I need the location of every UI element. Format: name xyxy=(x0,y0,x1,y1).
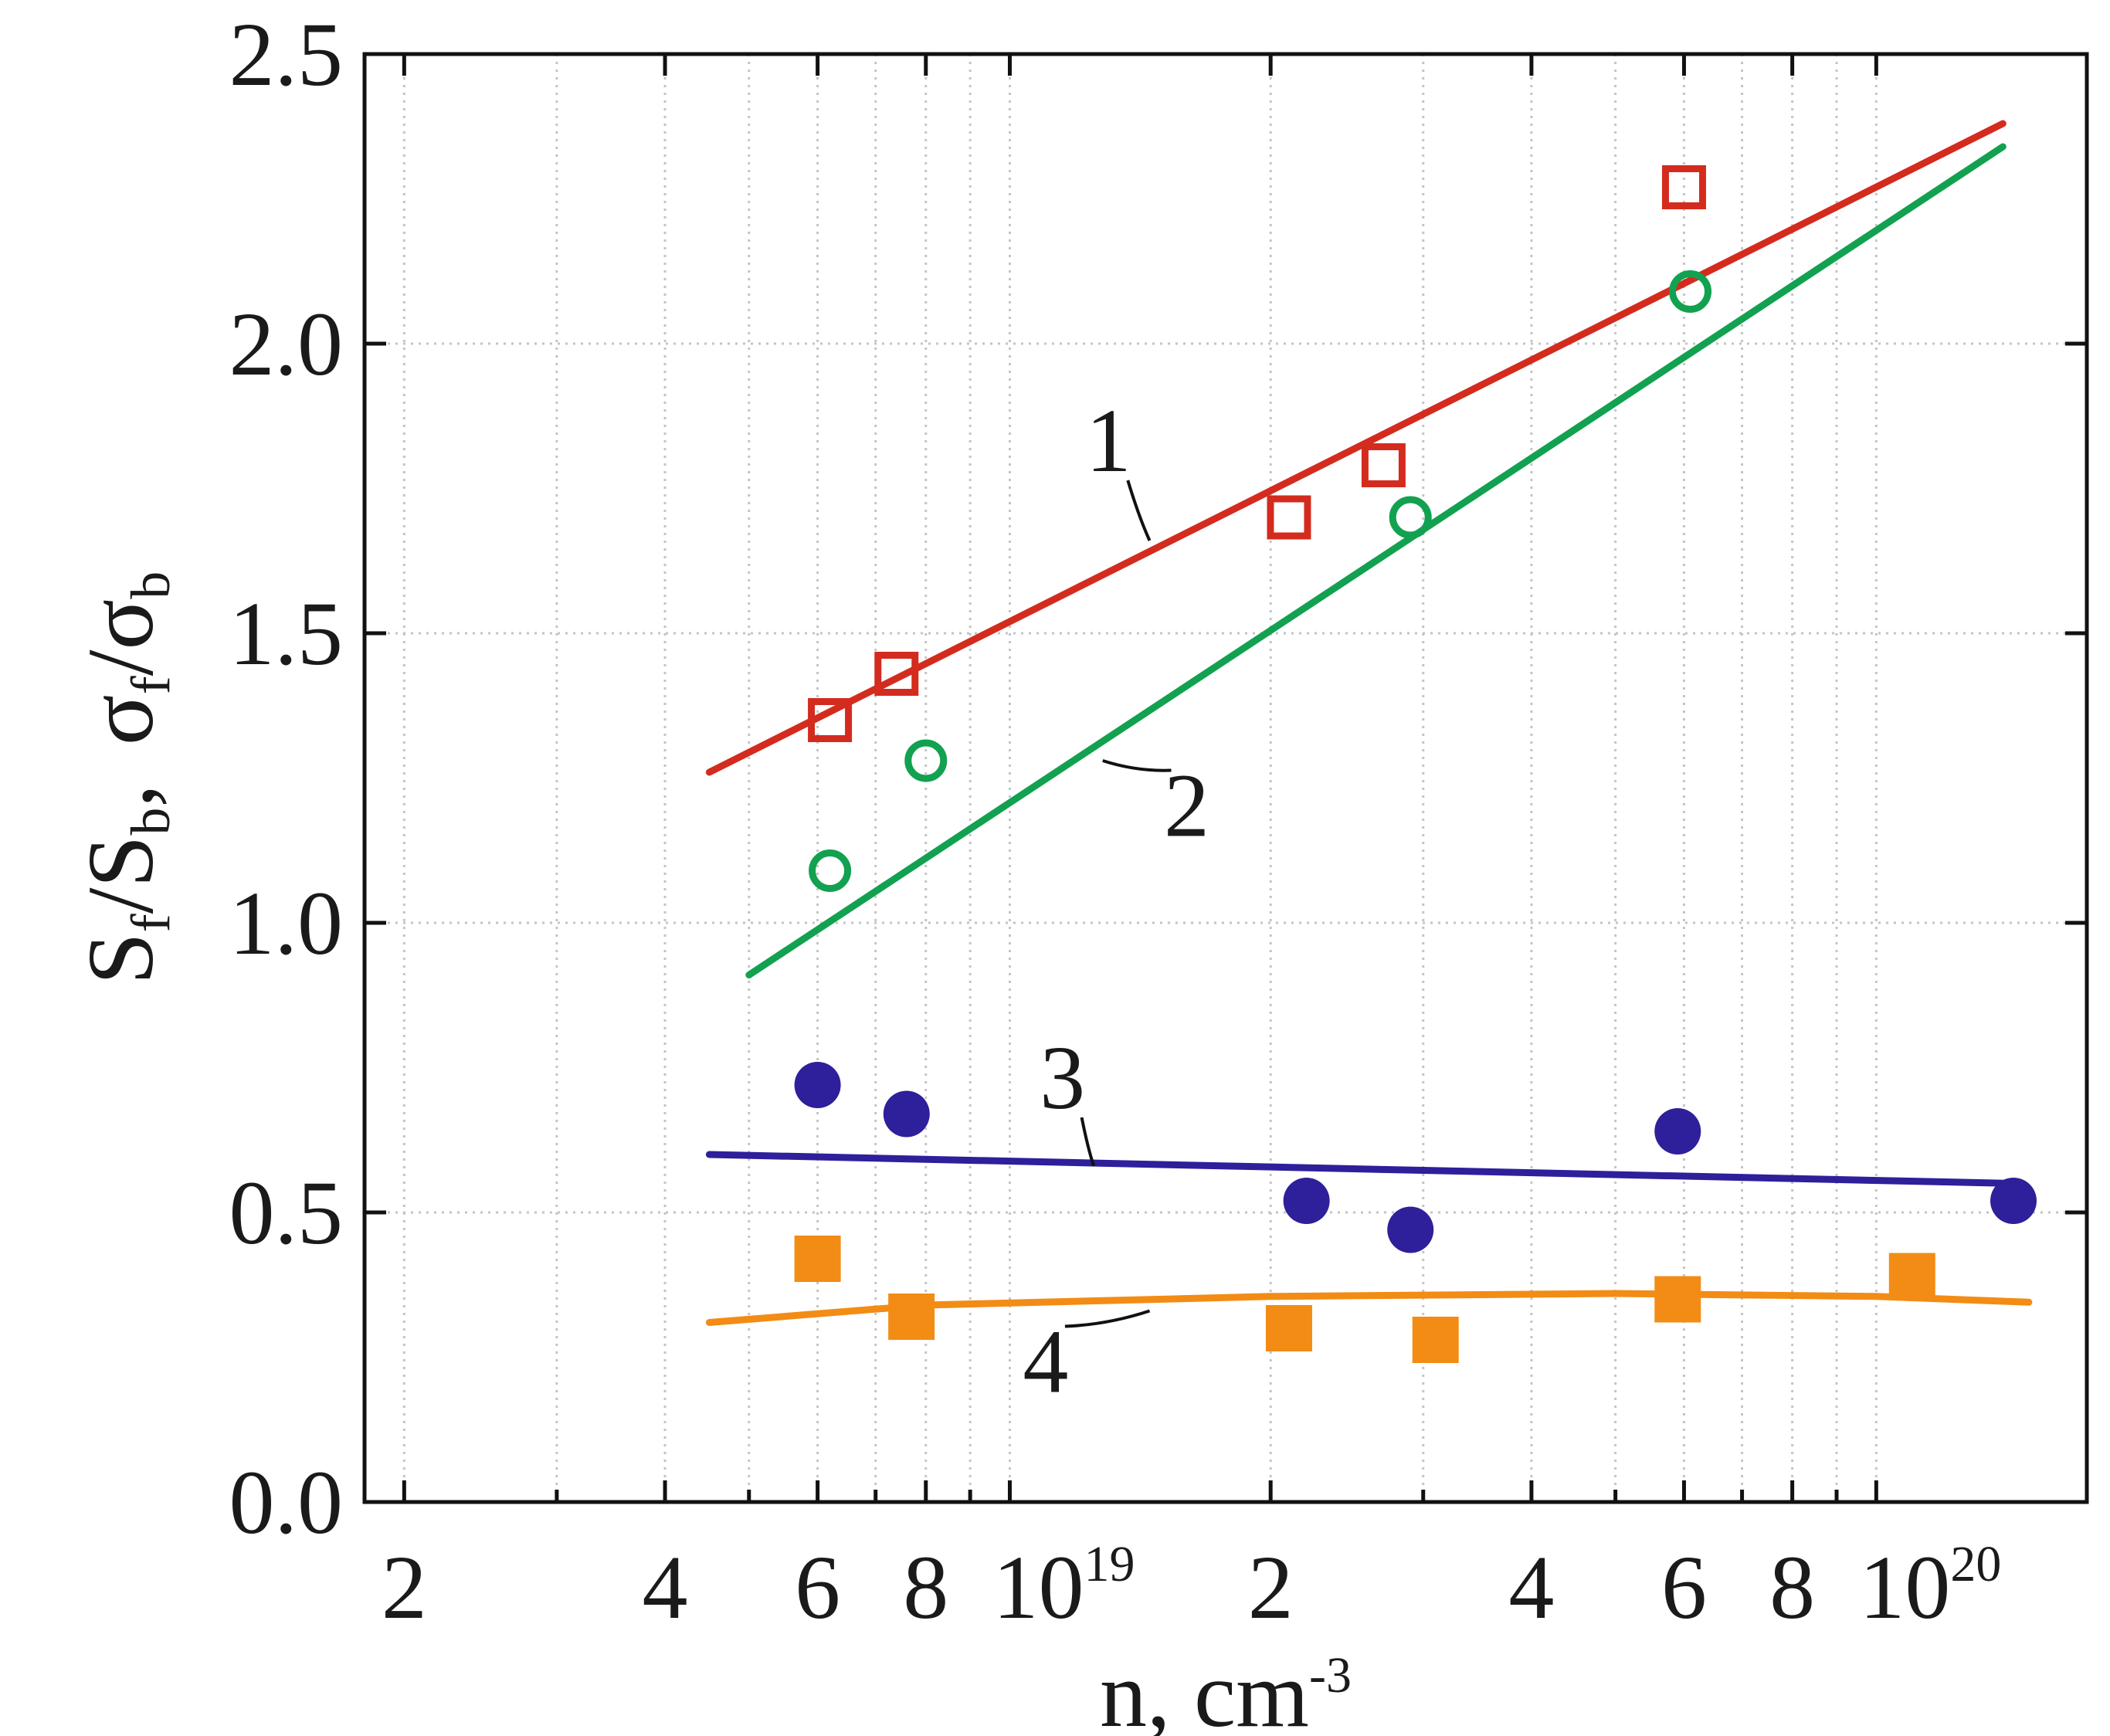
label-leaders xyxy=(1064,480,1172,1328)
y-title-s: S xyxy=(69,932,173,985)
point-series-1 xyxy=(808,698,853,742)
x-tick-label: 8 xyxy=(1769,1537,1815,1638)
point-series-4 xyxy=(1412,1317,1459,1363)
curve-labels: 1 2 3 4 xyxy=(1023,390,1209,1412)
x-tick-label-base: 10 xyxy=(992,1537,1084,1638)
x-tick-label: 6 xyxy=(1661,1537,1707,1638)
leader-line-1 xyxy=(1126,480,1152,541)
x-tick-label: 1020 xyxy=(1859,1536,2001,1638)
x-tick-label-exponent: 20 xyxy=(1950,1536,2001,1592)
y-title-comma: , xyxy=(69,784,173,808)
y-title-sigma-sub: f xyxy=(120,676,181,694)
point-series-3 xyxy=(1654,1108,1701,1155)
y-tick-label: 0.0 xyxy=(229,1452,344,1553)
point-series-2 xyxy=(904,739,948,782)
point-series-1 xyxy=(1361,443,1406,487)
y-tick-label: 0.5 xyxy=(229,1162,344,1263)
plot-frame xyxy=(362,52,2089,1504)
point-series-1 xyxy=(1267,495,1311,540)
y-title-s-sub: f xyxy=(120,914,181,932)
x-tick-label: 4 xyxy=(643,1537,688,1638)
point-series-2 xyxy=(1389,496,1432,539)
grid-layer xyxy=(365,54,2087,1502)
x-tick-label: 8 xyxy=(903,1537,948,1638)
y-title-s-sub2: b xyxy=(120,808,181,836)
y-tick-label: 1.5 xyxy=(229,583,344,684)
x-tick-label: 2 xyxy=(1248,1537,1294,1638)
leader-line-3 xyxy=(1080,1117,1096,1167)
y-title-sigma: σ xyxy=(69,694,173,745)
leader-line-2 xyxy=(1102,759,1172,772)
y-tick-label: 2.0 xyxy=(229,293,344,395)
y-tick-label: 2.5 xyxy=(229,4,344,105)
point-series-1 xyxy=(1661,165,1706,209)
x-tick-label-exponent: 19 xyxy=(1084,1536,1135,1592)
point-series-4 xyxy=(1654,1276,1701,1323)
axis-ticks xyxy=(365,52,2087,1504)
y-title-slash2: /σ xyxy=(69,599,173,676)
data-points xyxy=(794,165,2037,1363)
x-axis-title-base: n, cm xyxy=(1100,1643,1309,1736)
point-series-2 xyxy=(809,849,852,892)
fit-lines xyxy=(705,120,2033,1326)
curve-label-1: 1 xyxy=(1086,390,1131,491)
fit-line-series-1 xyxy=(705,120,2007,776)
point-series-4 xyxy=(794,1236,841,1282)
tick-labels: 0.00.51.01.52.02.52 4 6 8 1019 2 4 6 8 1020 xyxy=(229,4,2002,1638)
curve-label-2: 2 xyxy=(1164,755,1209,856)
curve-label-3: 3 xyxy=(1040,1027,1085,1128)
point-series-3 xyxy=(794,1062,841,1108)
x-tick-label: 1019 xyxy=(992,1536,1135,1638)
x-tick-label-base: 10 xyxy=(1859,1537,1950,1638)
y-axis-title: Sf/Sb,σf/σb xyxy=(69,571,181,985)
y-tick-label: 1.0 xyxy=(229,873,344,974)
x-tick-label: 4 xyxy=(1508,1537,1554,1638)
fit-line-series-3 xyxy=(705,1151,2017,1187)
point-series-2 xyxy=(1669,270,1712,313)
x-tick-label: 6 xyxy=(795,1537,840,1638)
x-tick-label: 2 xyxy=(382,1537,427,1638)
x-axis-title: n, cm-3 xyxy=(1100,1643,1352,1736)
leader-line-4 xyxy=(1064,1309,1151,1328)
y-title-slash1: /S xyxy=(69,836,173,914)
curve-label-4: 4 xyxy=(1023,1311,1068,1412)
point-series-4 xyxy=(1265,1305,1312,1351)
point-series-4 xyxy=(888,1294,935,1340)
point-series-3 xyxy=(1990,1178,2037,1224)
point-series-1 xyxy=(874,652,919,696)
fit-line-series-2 xyxy=(745,143,2007,978)
y-title-sigma-sub2: b xyxy=(120,571,181,599)
point-series-3 xyxy=(1283,1178,1330,1224)
x-axis-title-sup: -3 xyxy=(1309,1647,1352,1704)
point-series-3 xyxy=(1387,1206,1434,1253)
point-series-3 xyxy=(883,1090,930,1138)
point-series-4 xyxy=(1888,1253,1935,1300)
